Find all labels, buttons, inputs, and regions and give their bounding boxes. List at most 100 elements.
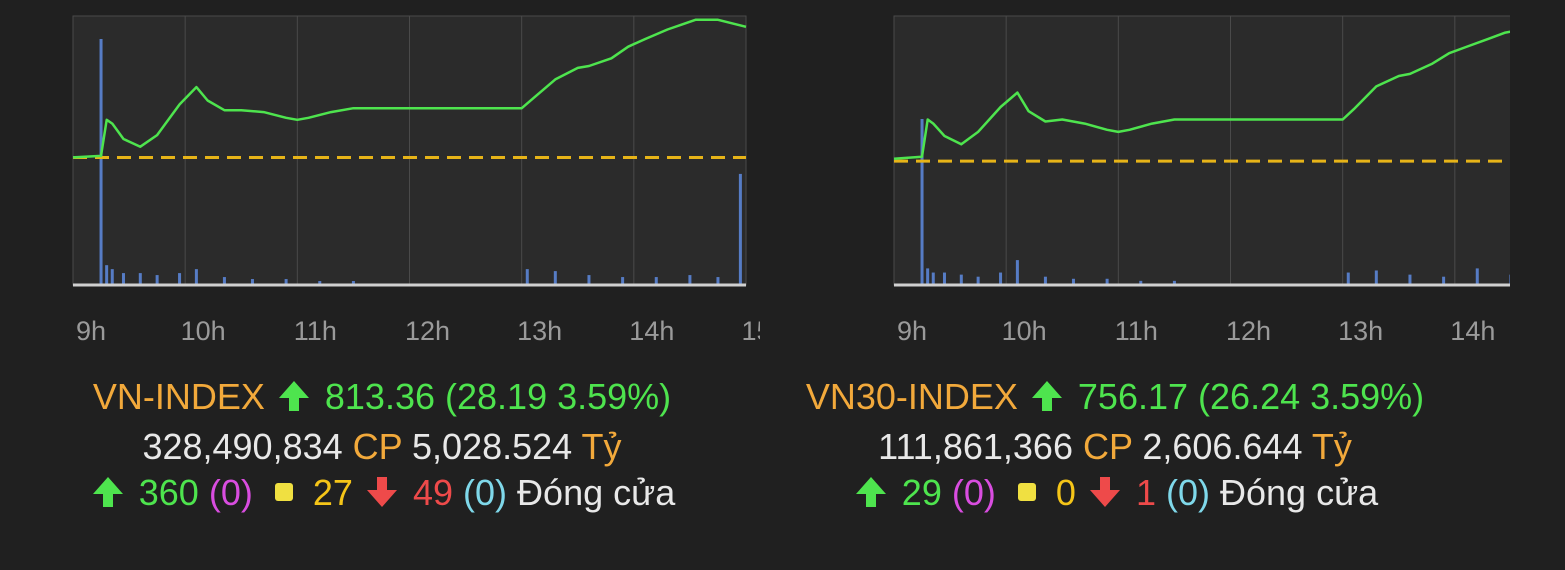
index-value: 756.17: [1077, 376, 1189, 417]
index-change: (26.24 3.59%): [1198, 376, 1425, 417]
turnover-unit: Tỷ: [581, 426, 622, 467]
x-tick-label: 11h: [294, 316, 337, 346]
volume-bar: [110, 269, 114, 285]
decliners-count: 49: [412, 472, 454, 513]
volume-bar: [931, 272, 935, 285]
volume-bar: [1071, 278, 1075, 285]
volume-bar: [284, 279, 288, 285]
volume-bar: [654, 277, 658, 285]
x-tick-label: 11h: [1115, 316, 1158, 346]
volume-bar: [1015, 260, 1019, 285]
index-line: [72, 18, 747, 159]
volume-bar: [1374, 270, 1378, 285]
volume-bar: [351, 281, 355, 285]
volume-bar: [155, 275, 159, 285]
down-arrow-icon: [365, 474, 399, 520]
vn30-index-volume-line: 111,861,366 CP 2,606.644 Tỷ: [715, 424, 1515, 470]
market-status: Đóng cửa: [1220, 472, 1379, 513]
x-tick-label: 15h: [741, 316, 760, 346]
volume-bar: [959, 274, 963, 285]
x-tick-label: 13h: [1338, 316, 1383, 346]
volume-bar: [942, 272, 946, 285]
x-tick-label: 10h: [181, 316, 226, 346]
x-tick-label: 14h: [1450, 316, 1495, 346]
volume-bar: [553, 271, 557, 285]
volume-bar: [1408, 274, 1412, 285]
turnover-value: 2,606.644: [1142, 426, 1303, 467]
volume-bar: [250, 279, 254, 285]
volume-bar: [318, 281, 322, 285]
volume-bar: [222, 277, 226, 285]
advancers-count: 29: [901, 472, 942, 513]
up-arrow-icon: [1030, 378, 1064, 424]
volume-bar: [99, 39, 103, 285]
volume-bar: [525, 269, 529, 285]
x-tick-label: 12h: [1226, 316, 1271, 346]
volume-bar: [920, 119, 924, 285]
volume-bar: [1172, 280, 1176, 285]
volume-bar: [1475, 268, 1479, 285]
vn30-index-info: VN30-INDEX 756.17 (26.24 3.59%) 111,861,…: [715, 374, 1515, 520]
volume-bar: [1346, 272, 1350, 285]
volume-bar: [1105, 278, 1109, 285]
volume-bar: [587, 275, 591, 285]
up-arrow-icon: [854, 474, 888, 520]
floor-count: (0): [463, 472, 508, 513]
x-tick-label: 12h: [405, 316, 450, 346]
vn30-index-panel: 9h10h11h12h13h14h15h VN30-INDEX 756.17 (…: [750, 0, 1510, 570]
market-status: Đóng cửa: [517, 472, 676, 513]
x-tick-label: 14h: [629, 316, 674, 346]
up-arrow-icon: [277, 378, 311, 424]
volume-bar: [194, 269, 198, 285]
x-tick-label: 10h: [1002, 316, 1047, 346]
down-arrow-icon: [1088, 474, 1122, 520]
vn-index-chart: 9h 10h 11h 12h 13h 14h 15h: [72, 15, 760, 346]
volume-bar: [1043, 276, 1047, 285]
volume-bar: [738, 173, 742, 285]
index-line: [893, 30, 1510, 161]
x-tick-label: 9h: [897, 316, 927, 346]
volume-bar: [178, 273, 182, 285]
vn-index-panel: 9h 10h 11h 12h 13h 14h 15h VN-INDEX 813.36 (28…: [0, 0, 760, 570]
volume-bar: [716, 277, 720, 285]
vn-index-headline: VN-INDEX 813.36 (28.19 3.59%): [0, 374, 782, 424]
volume-value: 111,861,366: [878, 426, 1073, 467]
decliners-count: 1: [1135, 472, 1156, 513]
turnover-value: 5,028.524: [412, 426, 573, 467]
unchanged-square-icon: [1017, 483, 1036, 501]
advancers-count: 360: [138, 472, 199, 513]
up-arrow-icon: [91, 474, 125, 520]
volume-unit: CP: [352, 426, 403, 467]
volume-bar: [1139, 280, 1143, 285]
plot-area: [893, 15, 1510, 286]
volume-bar: [999, 272, 1003, 285]
index-change: (28.19 3.59%): [445, 376, 672, 417]
index-name: VN30-INDEX: [805, 376, 1018, 417]
volume-bar: [621, 277, 625, 285]
volume-bar: [138, 273, 142, 285]
unchanged-count: 0: [1055, 472, 1076, 513]
x-tick-label: 13h: [517, 316, 562, 346]
x-tick-label: 9h: [76, 316, 106, 346]
vn30-index-breadth-line: 29 (0) 0 1 (0) Đóng cửa: [715, 470, 1515, 520]
volume-unit: CP: [1082, 426, 1133, 467]
volume-bar: [105, 265, 109, 285]
volume-bar: [976, 276, 980, 285]
unchanged-count: 27: [312, 472, 353, 513]
ceiling-count: (0): [208, 472, 253, 513]
vn30-index-headline: VN30-INDEX 756.17 (26.24 3.59%): [715, 374, 1515, 424]
ceiling-count: (0): [951, 472, 996, 513]
vn30-index-chart: 9h10h11h12h13h14h15h: [893, 15, 1510, 346]
volume-value: 328,490,834: [142, 426, 343, 467]
volume-bar: [1442, 276, 1446, 285]
volume-bar: [688, 275, 692, 285]
vn-index-volume-line: 328,490,834 CP 5,028.524 Tỷ: [0, 424, 782, 470]
volume-bar: [121, 273, 125, 285]
vn-index-info: VN-INDEX 813.36 (28.19 3.59%) 328,490,83…: [0, 374, 782, 520]
volume-bar: [926, 268, 930, 285]
vn-index-breadth-line: 360 (0) 27 49 (0) Đóng cửa: [0, 470, 782, 520]
index-name: VN-INDEX: [92, 376, 265, 417]
volume-bar: [1509, 274, 1510, 285]
turnover-unit: Tỷ: [1311, 426, 1352, 467]
index-value: 813.36: [324, 376, 435, 417]
